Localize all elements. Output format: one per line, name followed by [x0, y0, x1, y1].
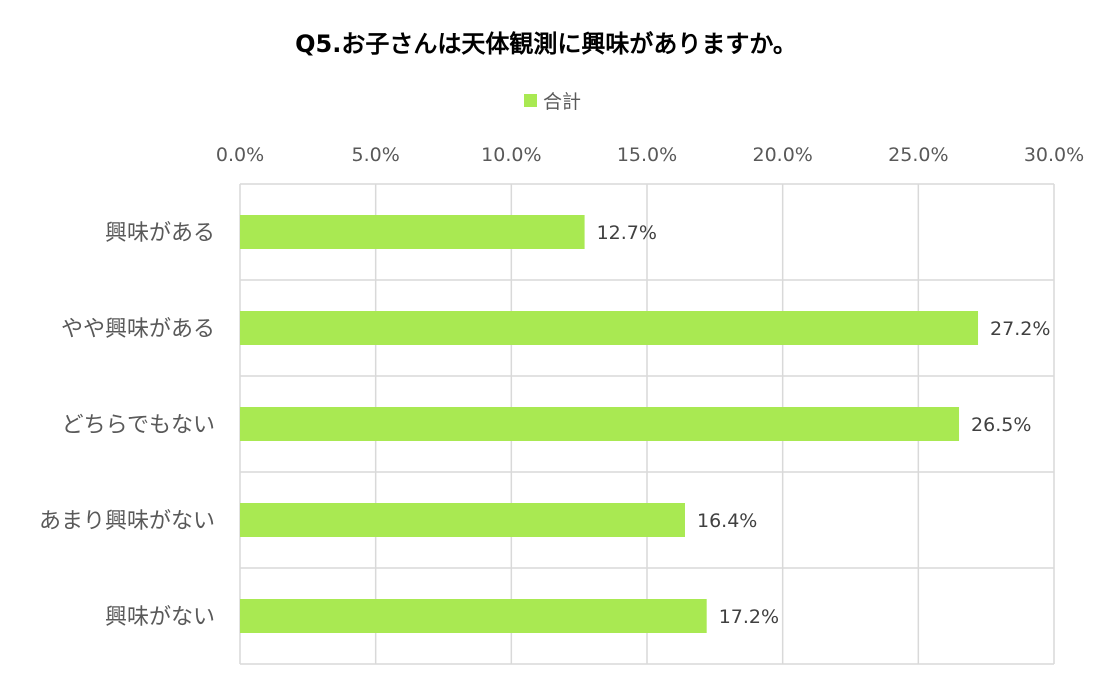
data-labels: 12.7% 27.2% 26.5% 16.4% 17.2%	[597, 222, 1051, 628]
category-label: あまり興味がない	[39, 509, 215, 534]
category-label: 興味がない	[105, 605, 215, 630]
chart-title: Q5.お子さんは天体観測に興味がありますか。	[295, 30, 797, 58]
x-tick-label: 25.0%	[888, 144, 948, 166]
x-tick-label: 30.0%	[1024, 144, 1084, 166]
x-tick-label: 20.0%	[752, 144, 812, 166]
bar	[240, 407, 960, 441]
bar	[240, 311, 979, 345]
data-label: 26.5%	[971, 414, 1031, 436]
category-label: やや興味がある	[61, 317, 215, 342]
data-label: 17.2%	[719, 606, 779, 628]
legend-label: 合計	[543, 91, 581, 113]
x-tick-label: 15.0%	[617, 144, 677, 166]
legend: 合計	[524, 91, 581, 113]
x-tick-label: 0.0%	[216, 144, 264, 166]
bar	[240, 503, 685, 537]
x-tick-label: 5.0%	[352, 144, 400, 166]
bar	[240, 215, 585, 249]
category-label: どちらでもない	[62, 413, 215, 438]
x-axis-ticks: 0.0% 5.0% 10.0% 15.0% 20.0% 25.0% 30.0%	[216, 144, 1084, 166]
bar	[240, 599, 707, 633]
data-label: 27.2%	[990, 318, 1050, 340]
data-label: 16.4%	[697, 510, 757, 532]
legend-swatch	[524, 94, 537, 107]
bars	[240, 215, 979, 633]
x-tick-label: 10.0%	[481, 144, 541, 166]
data-label: 12.7%	[597, 222, 657, 244]
category-label: 興味がある	[105, 221, 215, 246]
